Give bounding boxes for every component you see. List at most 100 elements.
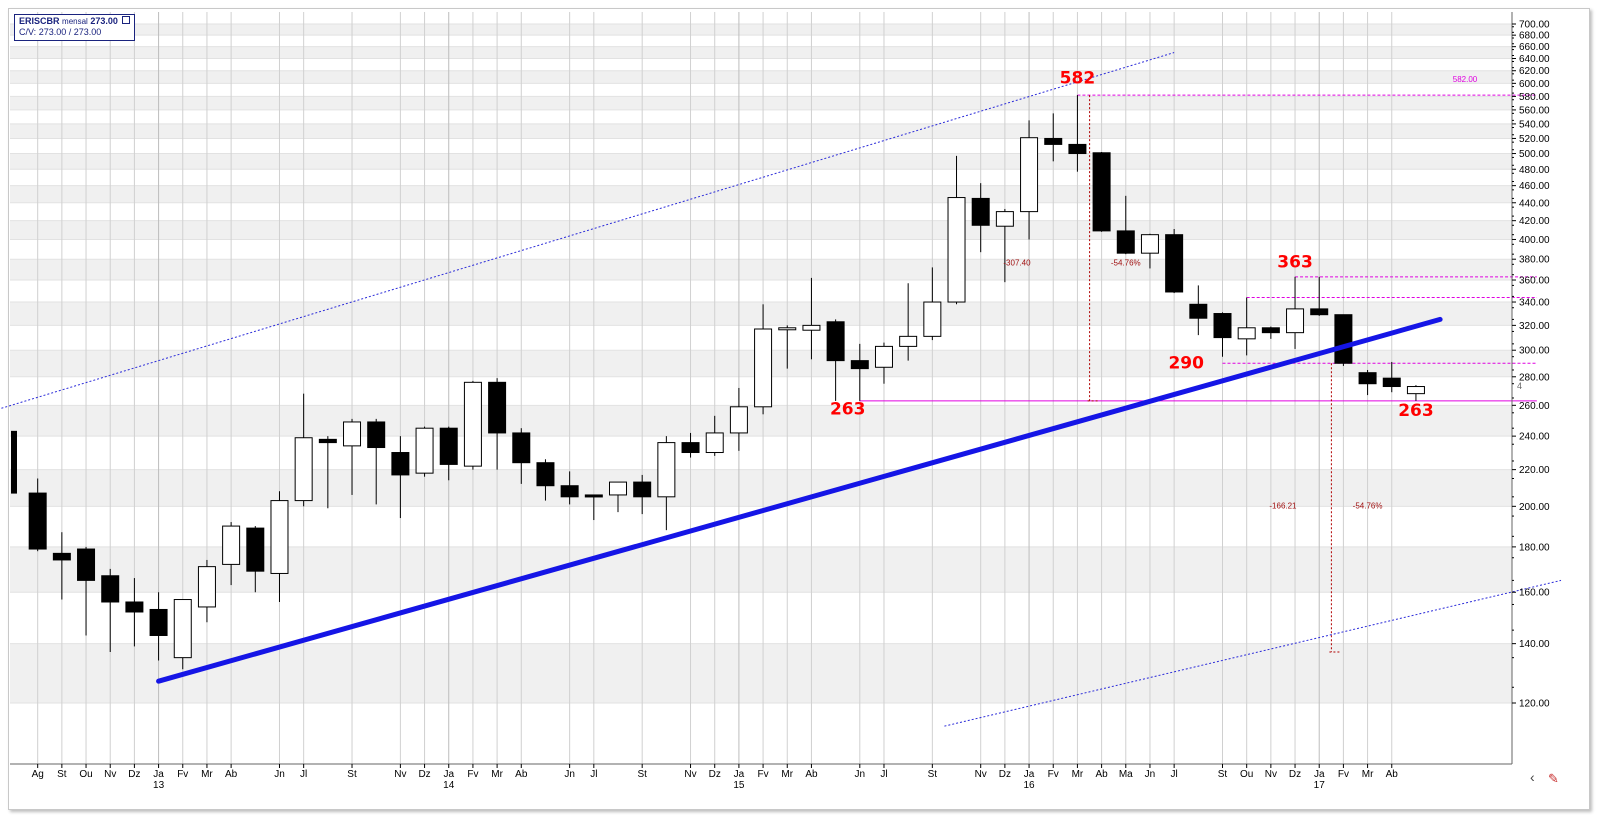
candle-body (995, 211, 1014, 227)
candle-body (802, 324, 821, 331)
y-tick-label: 200.00 (1519, 502, 1550, 513)
x-tick-label: Dz (1289, 769, 1301, 780)
x-tick-label: Ab (805, 769, 818, 780)
x-tick-label: Nv (975, 769, 987, 780)
candle-body (947, 197, 966, 303)
x-tick-label: Dz (128, 769, 140, 780)
horizontal-levels: 582.00 (859, 75, 1537, 402)
grid-band (10, 703, 1512, 764)
x-tick-label: Jn (274, 769, 285, 780)
candle-body (1189, 303, 1208, 319)
chevron-left-icon[interactable]: ‹ (1530, 769, 1535, 785)
x-tick-label: Jl (300, 769, 307, 780)
candle-body (609, 481, 627, 496)
candle-body (391, 452, 410, 476)
candle-body (1044, 137, 1063, 145)
candle-body (536, 462, 555, 487)
candle-body (52, 552, 71, 561)
x-tick-label: Nv (684, 769, 696, 780)
grid-band (10, 259, 1512, 281)
candle-body (705, 432, 724, 454)
candle-body (318, 438, 337, 444)
candle-body (28, 492, 47, 550)
candle-body (222, 525, 241, 565)
symbol-name: ERISCBR (19, 16, 60, 26)
candle-body (1116, 230, 1135, 254)
grid-band (10, 220, 1512, 240)
box-icon (122, 16, 131, 24)
x-tick-label: Nv (394, 769, 406, 780)
x-tick-label: Fv (1048, 769, 1059, 780)
candle-body (197, 566, 216, 608)
last-price: 273.00 (90, 16, 118, 26)
measure-annotation: -166.21 (1269, 501, 1297, 510)
pencil-icon[interactable]: ✎ (1548, 771, 1559, 786)
y-tick-label: 420.00 (1519, 216, 1550, 227)
symbol-line: ERISCBR mensal 273.00 (19, 16, 131, 27)
period-label: mensal (62, 17, 88, 26)
x-tick-label: Ou (1240, 769, 1253, 780)
cv-label: C/V: (19, 27, 37, 37)
channel-line (1, 52, 1175, 409)
axes: 120.00 140.00 160.00 180.00 200.00 220.00 240.… (10, 12, 1550, 791)
last-bar-marker: 4 (1517, 380, 1523, 391)
x-tick-label: Jl (1171, 769, 1178, 780)
candle-body (125, 601, 144, 613)
candle-body (488, 381, 507, 434)
x-tick-label: St (57, 769, 67, 780)
candle-body (1020, 137, 1039, 213)
candle-body (1334, 314, 1353, 364)
x-year-label: 17 (1314, 780, 1326, 791)
y-tick-label: 400.00 (1519, 235, 1550, 246)
symbol-info-box[interactable]: ERISCBR mensal 273.00 C/V: 273.00 / 273.… (14, 14, 136, 41)
x-tick-label: Ag (32, 769, 44, 780)
x-tick-label: Mr (491, 769, 503, 780)
y-tick-label: 120.00 (1519, 699, 1550, 710)
candle-body (923, 301, 942, 337)
x-tick-label: Dz (999, 769, 1011, 780)
x-tick-label: Nv (104, 769, 116, 780)
candle-body (850, 360, 869, 370)
trendline[interactable] (156, 316, 1443, 684)
x-year-label: 14 (443, 780, 455, 791)
candle-body (270, 500, 289, 574)
y-tick-label: 480.00 (1519, 165, 1550, 176)
price-label: 290 (1168, 354, 1204, 374)
candle-body (439, 427, 458, 465)
x-tick-label: St (347, 769, 357, 780)
x-tick-label: Ab (1386, 769, 1399, 780)
grid-band (10, 96, 1512, 110)
candle-body (77, 548, 96, 581)
channel-lines (1, 52, 1562, 727)
grid-bands (10, 12, 1512, 764)
candle-body (1261, 327, 1280, 334)
x-tick-label: Ou (79, 769, 92, 780)
x-tick-label: Fv (177, 769, 188, 780)
candle-body (681, 442, 700, 454)
grid-band (10, 643, 1512, 703)
candle-body (971, 197, 990, 226)
grid-band (10, 185, 1512, 203)
candle-body (1213, 313, 1232, 339)
x-tick-label: Ja (443, 769, 454, 780)
y-tick-label: 600.00 (1519, 79, 1550, 90)
price-label: 263 (830, 399, 866, 419)
x-tick-label: Ab (1095, 769, 1108, 780)
y-tick-label: 680.00 (1519, 31, 1550, 42)
candle-body (512, 432, 531, 464)
x-tick-label: Ab (225, 769, 238, 780)
y-tick-label: 380.00 (1519, 255, 1550, 266)
x-tick-label: Mr (781, 769, 793, 780)
candle-body (1406, 386, 1425, 395)
x-tick-label: Fv (758, 769, 769, 780)
channel-line (944, 579, 1562, 727)
y-tick-label: 280.00 (1519, 372, 1550, 383)
x-tick-label: Mr (1072, 769, 1084, 780)
y-tick-label: 180.00 (1519, 542, 1550, 553)
x-tick-label: Jn (855, 769, 866, 780)
y-tick-label: 340.00 (1519, 298, 1550, 309)
candle-body (415, 427, 434, 474)
candle-body (149, 608, 168, 636)
candle-body (1358, 372, 1377, 385)
